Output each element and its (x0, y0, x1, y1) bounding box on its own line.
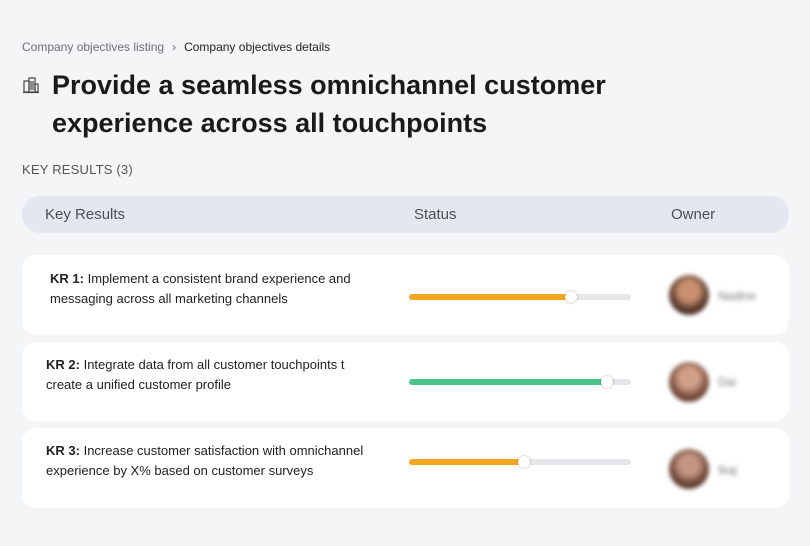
progress-fill (409, 294, 572, 300)
progress-handle[interactable] (518, 456, 531, 468)
avatar (669, 275, 709, 315)
breadcrumb-current: Company objectives details (184, 40, 331, 54)
owner-name: Ikaj (718, 463, 737, 477)
progress-fill (409, 459, 525, 465)
table-header: Key Results Status Owner (22, 196, 789, 233)
table-row[interactable]: KR 1: Implement a consistent brand exper… (22, 255, 789, 335)
progress-bar[interactable] (409, 456, 631, 468)
progress-handle[interactable] (600, 376, 613, 388)
progress-fill (409, 379, 607, 385)
chevron-right-icon: › (172, 40, 177, 54)
key-result-description: Integrate data from all customer touchpo… (46, 357, 345, 392)
objective-header: Provide a seamless omnichannel customer … (22, 66, 652, 142)
building-icon (22, 76, 44, 142)
column-header-status: Status (414, 206, 457, 223)
key-result-text: KR 2: Integrate data from all customer t… (46, 355, 376, 395)
breadcrumb-parent-link[interactable]: Company objectives listing (22, 40, 165, 54)
page-title: Provide a seamless omnichannel customer … (52, 70, 606, 138)
table-row[interactable]: KR 3: Increase customer satisfaction wit… (22, 428, 789, 508)
column-header-key-results: Key Results (45, 206, 126, 223)
breadcrumb: Company objectives listing › Company obj… (22, 40, 330, 54)
progress-handle[interactable] (565, 291, 578, 303)
avatar (669, 362, 709, 402)
key-result-description: Increase customer satisfaction with omni… (46, 443, 364, 478)
column-header-owner: Owner (671, 206, 716, 223)
key-result-id: KR 3: (46, 443, 80, 458)
key-result-text: KR 1: Implement a consistent brand exper… (50, 269, 380, 309)
progress-bar[interactable] (409, 291, 631, 303)
key-result-id: KR 1: (50, 271, 84, 286)
table-row[interactable]: KR 2: Integrate data from all customer t… (22, 342, 789, 421)
key-result-description: Implement a consistent brand experience … (50, 271, 351, 306)
key-result-id: KR 2: (46, 357, 80, 372)
avatar (669, 449, 709, 489)
owner-name: Nadine (718, 289, 757, 303)
key-result-text: KR 3: Increase customer satisfaction wit… (46, 441, 376, 481)
progress-bar[interactable] (409, 376, 631, 388)
key-results-count: KEY RESULTS (3) (22, 162, 133, 177)
owner-name: Dai (718, 375, 737, 389)
